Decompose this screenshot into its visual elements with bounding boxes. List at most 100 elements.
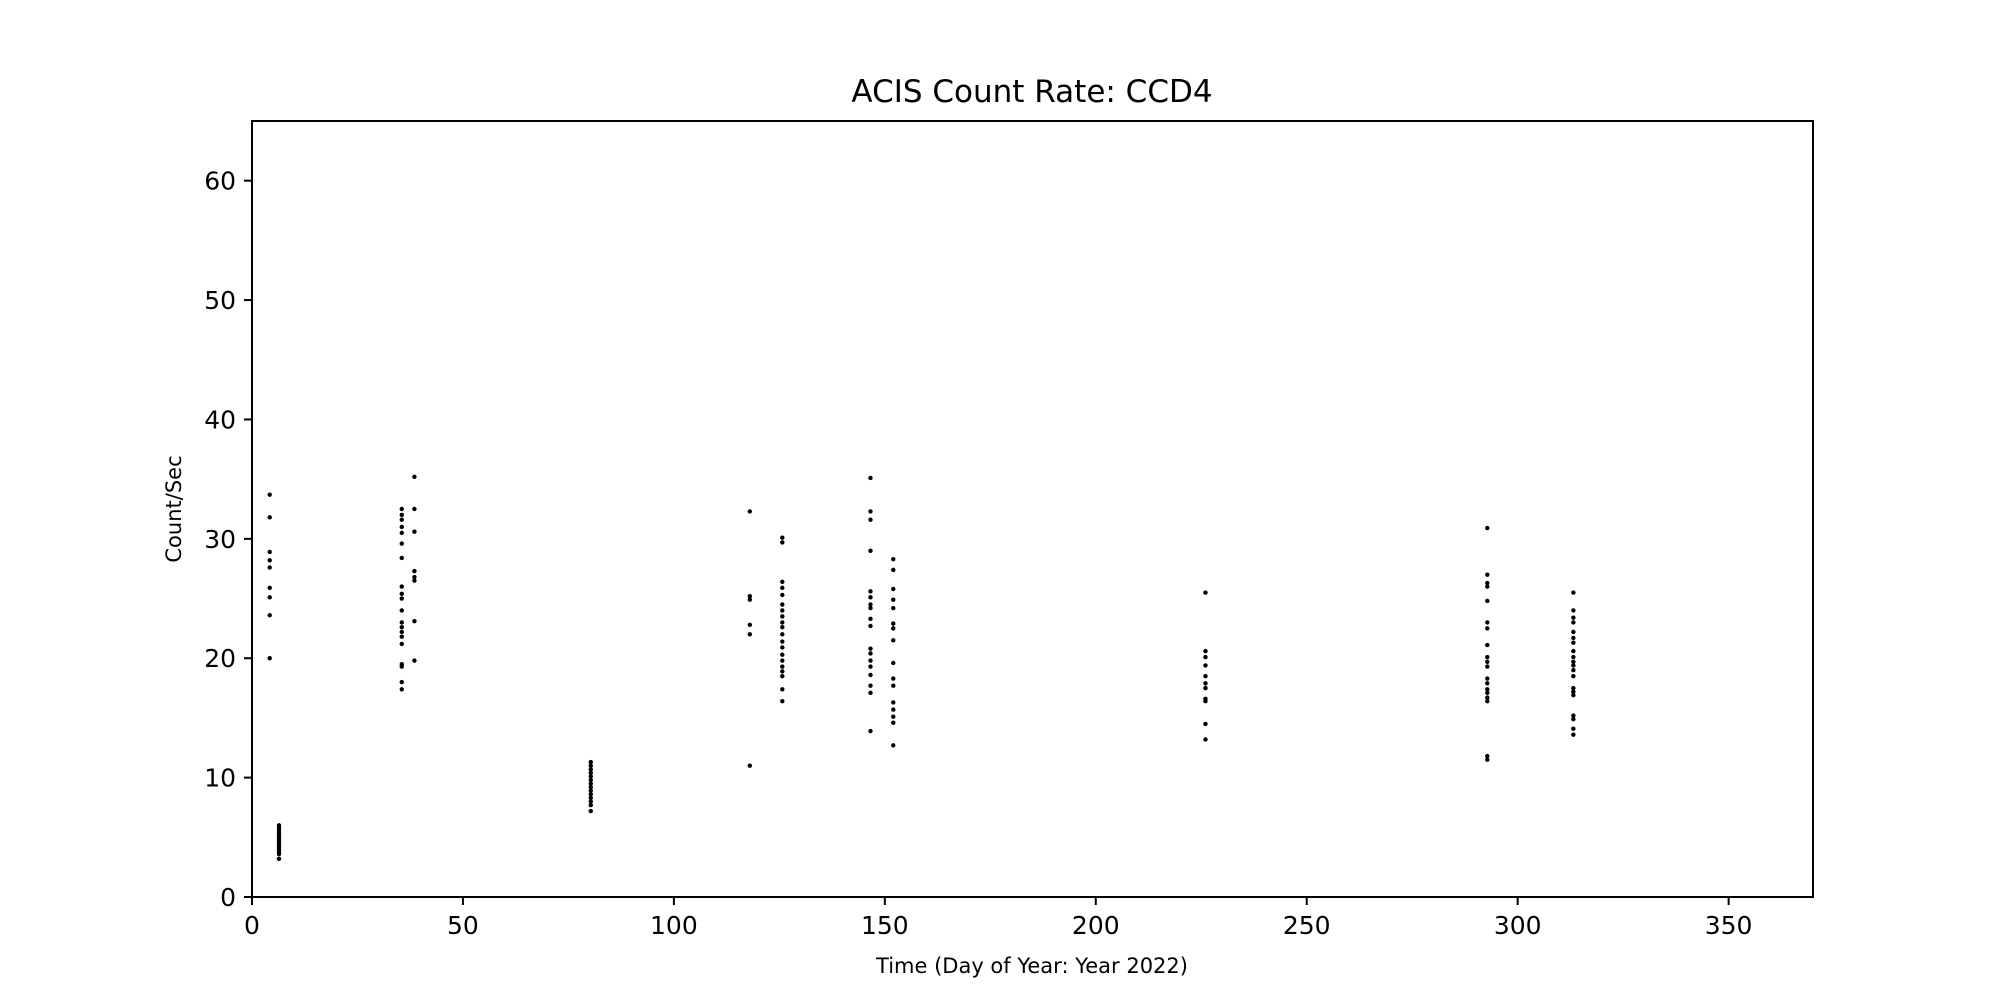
data-point [412, 506, 417, 512]
data-point [399, 506, 404, 512]
data-point [267, 549, 272, 555]
data-point [868, 475, 873, 481]
data-point [1485, 676, 1490, 681]
data-point [399, 641, 404, 647]
data-point [1485, 642, 1490, 648]
data-point [891, 586, 896, 592]
x-tick-label: 150 [861, 911, 909, 940]
data-points [267, 474, 1576, 861]
data-point [267, 492, 272, 497]
data-point [1485, 681, 1490, 686]
data-point [399, 524, 404, 530]
data-point [412, 574, 417, 580]
data-point [412, 568, 417, 574]
data-point [1485, 687, 1490, 692]
y-tick-label: 20 [204, 644, 236, 673]
data-point [780, 540, 785, 545]
data-point [868, 658, 873, 663]
data-point [267, 656, 272, 661]
data-point [412, 578, 417, 583]
data-point [399, 624, 404, 630]
data-point [1571, 685, 1576, 691]
x-tick-label: 100 [650, 911, 698, 940]
data-point [588, 799, 593, 804]
data-point [891, 707, 896, 712]
data-point [1571, 663, 1576, 668]
data-point [1203, 737, 1208, 742]
data-point [1203, 685, 1208, 691]
data-point [868, 728, 873, 734]
data-point [868, 664, 873, 669]
data-point [1485, 525, 1490, 531]
data-point [267, 565, 272, 570]
data-point [267, 595, 272, 600]
y-tick-label: 50 [204, 286, 236, 315]
data-point [1485, 626, 1490, 631]
data-point [1485, 757, 1490, 762]
data-point [412, 474, 417, 479]
data-point [780, 608, 785, 613]
data-point [1485, 598, 1490, 604]
data-point [588, 788, 593, 793]
data-point [747, 763, 753, 768]
data-point [891, 700, 896, 705]
data-point [588, 763, 593, 768]
data-point [780, 592, 785, 598]
data-point [588, 784, 593, 790]
data-point [891, 660, 896, 666]
y-axis-label: Count/Sec [162, 455, 186, 562]
data-point [1571, 716, 1576, 722]
data-point [868, 509, 873, 514]
data-point [868, 605, 873, 611]
data-point [412, 658, 417, 663]
data-point [1571, 713, 1576, 718]
data-point [588, 802, 593, 808]
x-tick-label: 250 [1283, 911, 1331, 940]
data-point [1485, 664, 1490, 669]
data-point [1571, 635, 1576, 641]
data-point [399, 584, 404, 589]
data-point [780, 535, 785, 540]
data-point [1571, 673, 1576, 679]
data-point [780, 639, 785, 644]
data-point [868, 690, 873, 696]
data-point [588, 808, 593, 814]
data-point [588, 774, 593, 779]
data-point [868, 646, 873, 651]
data-point [399, 530, 404, 536]
data-point [891, 720, 896, 725]
x-tick-label: 300 [1494, 911, 1542, 940]
data-point [1485, 572, 1490, 577]
data-point [399, 591, 404, 596]
data-point [1571, 732, 1576, 737]
data-point [868, 595, 873, 600]
data-point [1203, 654, 1208, 660]
data-point [588, 759, 593, 765]
data-point [891, 621, 896, 626]
data-point [1571, 667, 1576, 673]
data-point [747, 597, 753, 602]
data-point [1571, 693, 1576, 698]
x-tick-label: 0 [244, 911, 260, 940]
data-point [588, 767, 593, 772]
data-point [891, 567, 896, 573]
data-point [868, 623, 873, 629]
data-point [399, 679, 404, 685]
data-point [1571, 608, 1576, 613]
chart-title: ACIS Count Rate: CCD4 [851, 74, 1212, 110]
data-point [1203, 648, 1208, 654]
data-point [267, 585, 272, 590]
data-point [868, 683, 873, 688]
data-point [588, 781, 593, 786]
data-point [399, 664, 404, 669]
data-point [780, 652, 785, 657]
data-point [1571, 640, 1576, 645]
data-point [780, 579, 785, 585]
x-tick-label: 200 [1072, 911, 1120, 940]
data-point [780, 620, 785, 625]
x-tick-label: 350 [1705, 911, 1753, 940]
data-point [780, 664, 785, 669]
data-point [891, 743, 896, 748]
data-point [1485, 659, 1490, 665]
